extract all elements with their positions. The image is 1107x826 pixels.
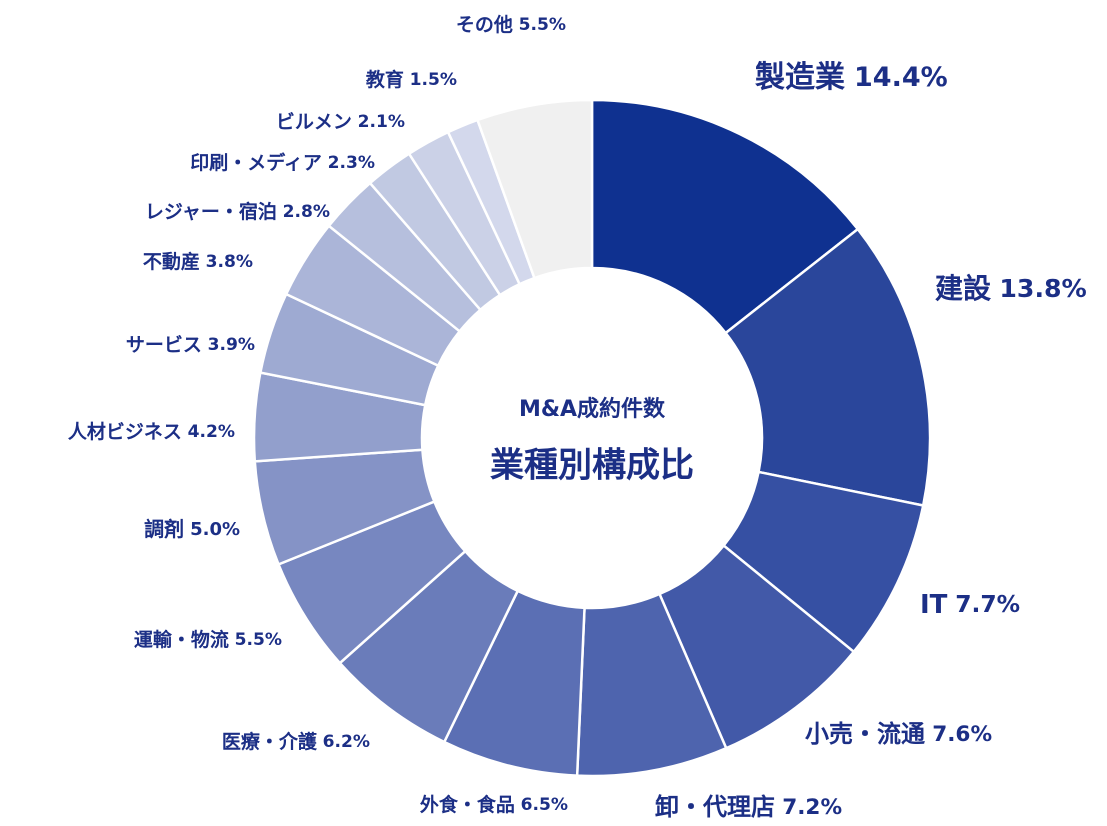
slice — [590, 98, 860, 335]
value-label: 2.3% — [328, 153, 375, 173]
category-label: 医療・介護 — [222, 730, 318, 753]
slice-label: 小売・流通 7.6% — [805, 720, 992, 748]
value-label: 3.8% — [206, 252, 253, 272]
category-label: 人材ビジネス — [68, 420, 182, 443]
chart-title: 業種別構成比 — [490, 446, 694, 486]
slice-label: 運輸・物流 5.5% — [134, 628, 282, 651]
slice-label: 調剤 5.0% — [144, 517, 240, 541]
slice-label: 外食・食品 6.5% — [420, 793, 568, 816]
category-label: 製造業 — [755, 60, 845, 95]
value-label: 6.2% — [323, 732, 370, 752]
value-label: 2.8% — [283, 202, 330, 222]
category-label: 外食・食品 — [420, 793, 515, 816]
value-label: 14.4% — [854, 62, 948, 93]
category-label: サービス — [126, 334, 202, 356]
category-label: 印刷・メディア — [190, 151, 322, 174]
value-label: 1.5% — [410, 70, 457, 90]
slice-label: 教育 1.5% — [366, 68, 457, 91]
value-label: 4.2% — [188, 422, 235, 442]
slice-label: 印刷・メディア 2.3% — [190, 151, 375, 174]
value-label: 3.9% — [208, 335, 255, 355]
slice-label: 製造業 14.4% — [755, 60, 948, 95]
category-label: 調剤 — [144, 517, 184, 541]
slice-label: 卸・代理店 7.2% — [655, 793, 842, 821]
category-label: レジャー・宿泊 — [145, 200, 277, 223]
value-label: 13.8% — [999, 274, 1086, 303]
category-label: ビルメン — [276, 111, 352, 133]
value-label: 5.0% — [190, 519, 240, 540]
slice-label: その他 5.5% — [456, 13, 566, 36]
slice-label: 人材ビジネス 4.2% — [68, 420, 235, 443]
slice-label: ビルメン 2.1% — [276, 111, 405, 133]
slice-label: サービス 3.9% — [126, 334, 255, 356]
category-label: 建設 — [935, 272, 992, 305]
chart-subtitle: M&A成約件数 — [519, 396, 666, 422]
value-label: 5.5% — [519, 15, 566, 35]
value-label: 6.5% — [521, 795, 568, 815]
value-label: 7.6% — [932, 722, 992, 747]
value-label: 7.2% — [782, 795, 842, 820]
value-label: 2.1% — [358, 112, 405, 132]
category-label: 運輸・物流 — [134, 628, 229, 651]
slice-label: 不動産 3.8% — [143, 250, 253, 273]
category-label: 卸・代理店 — [655, 793, 775, 821]
slices — [252, 98, 932, 778]
category-label: 不動産 — [143, 250, 200, 273]
category-label: 小売・流通 — [805, 720, 925, 748]
category-label: その他 — [456, 13, 513, 36]
slice-label: IT 7.7% — [920, 590, 1020, 620]
slice — [475, 98, 594, 280]
slice — [723, 227, 932, 507]
value-label: 5.5% — [235, 630, 282, 650]
value-label: 7.7% — [955, 590, 1020, 618]
slice-label: 医療・介護 6.2% — [222, 730, 370, 753]
slice-label: 建設 13.8% — [935, 272, 1087, 305]
slice-label: レジャー・宿泊 2.8% — [145, 200, 330, 223]
category-label: IT — [920, 590, 948, 620]
category-label: 教育 — [366, 68, 404, 91]
